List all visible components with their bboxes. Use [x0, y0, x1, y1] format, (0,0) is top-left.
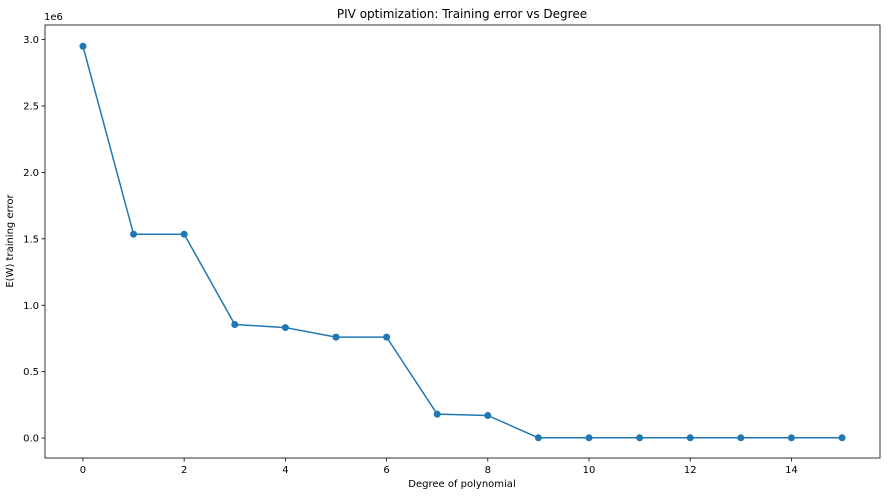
data-point [383, 333, 391, 341]
y-tick-label: 2.0 [23, 168, 39, 179]
data-point [737, 434, 745, 442]
data-point [180, 230, 188, 238]
series-line [82, 46, 843, 439]
data-point [636, 434, 644, 442]
data-point [686, 434, 694, 442]
x-tick-label: 0 [80, 465, 86, 476]
data-point [231, 321, 239, 329]
data-point [332, 333, 340, 341]
y-tick-label: 3.0 [23, 35, 39, 46]
y-tick-label: 1.0 [23, 301, 39, 312]
x-tick-label: 12 [684, 465, 697, 476]
data-point [838, 434, 846, 442]
axes-frame [44, 24, 881, 459]
chart-title: PIV optimization: Training error vs Degr… [337, 7, 587, 21]
y-tick-label: 0.5 [23, 367, 39, 378]
data-point [484, 411, 492, 419]
y-tick-label: 1.5 [23, 234, 39, 245]
data-point [130, 230, 138, 238]
plot-area: 0 2 4 6 8 10 12 14 0.0 0.5 1.0 1.5 2.0 2.5 3.0 [23, 24, 881, 476]
y-tick-label: 2.5 [23, 102, 39, 113]
data-point [585, 434, 593, 442]
y-axis-label: E(W) training error [5, 193, 16, 287]
data-point [787, 434, 795, 442]
x-tick-label: 14 [785, 465, 798, 476]
data-point [281, 324, 289, 332]
y-axis-offset-label: 1e6 [44, 12, 63, 23]
data-point [79, 42, 87, 50]
data-point [433, 410, 441, 418]
x-tick-label: 4 [282, 465, 288, 476]
x-tick-label: 10 [583, 465, 596, 476]
data-point [534, 434, 542, 442]
x-tick-label: 6 [383, 465, 389, 476]
x-tick-label: 8 [485, 465, 491, 476]
y-tick-label: 0.0 [23, 434, 39, 445]
x-axis-label: Degree of polynomial [408, 479, 515, 490]
x-tick-label: 2 [181, 465, 187, 476]
